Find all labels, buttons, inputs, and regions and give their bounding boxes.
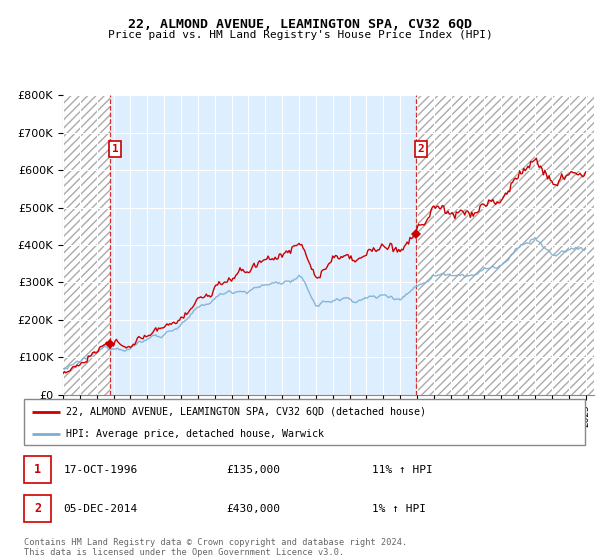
Text: HPI: Average price, detached house, Warwick: HPI: Average price, detached house, Warw… <box>66 429 324 438</box>
Text: 2: 2 <box>418 144 424 154</box>
Text: £430,000: £430,000 <box>226 504 280 514</box>
Text: 2: 2 <box>34 502 41 515</box>
Text: £135,000: £135,000 <box>226 465 280 475</box>
Text: Contains HM Land Registry data © Crown copyright and database right 2024.
This d: Contains HM Land Registry data © Crown c… <box>24 538 407 557</box>
FancyBboxPatch shape <box>24 495 51 522</box>
Text: 22, ALMOND AVENUE, LEAMINGTON SPA, CV32 6QD (detached house): 22, ALMOND AVENUE, LEAMINGTON SPA, CV32 … <box>66 407 426 417</box>
Text: 1: 1 <box>112 144 119 154</box>
Text: 1% ↑ HPI: 1% ↑ HPI <box>372 504 426 514</box>
Text: 22, ALMOND AVENUE, LEAMINGTON SPA, CV32 6QD: 22, ALMOND AVENUE, LEAMINGTON SPA, CV32 … <box>128 18 472 31</box>
FancyBboxPatch shape <box>24 399 585 445</box>
Text: Price paid vs. HM Land Registry's House Price Index (HPI): Price paid vs. HM Land Registry's House … <box>107 30 493 40</box>
FancyBboxPatch shape <box>24 456 51 483</box>
Bar <box>63 95 110 395</box>
Bar <box>416 95 594 395</box>
Text: 1: 1 <box>34 463 41 476</box>
Text: 17-OCT-1996: 17-OCT-1996 <box>63 465 137 475</box>
Text: 11% ↑ HPI: 11% ↑ HPI <box>372 465 433 475</box>
Text: 05-DEC-2014: 05-DEC-2014 <box>63 504 137 514</box>
